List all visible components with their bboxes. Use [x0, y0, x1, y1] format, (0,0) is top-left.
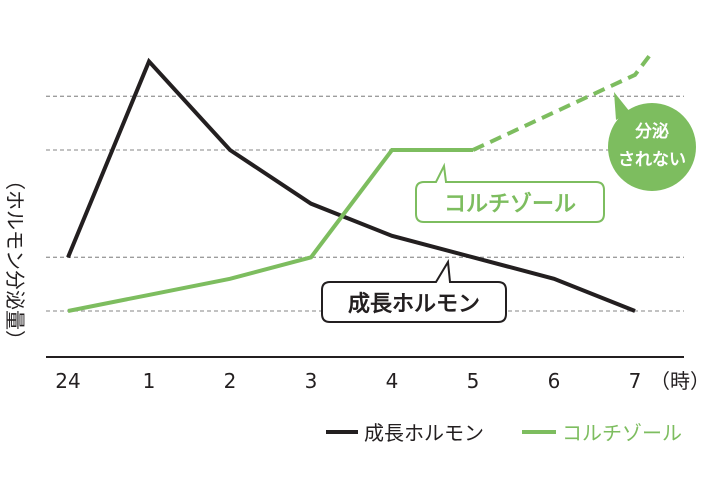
x-tick-label: 24 [55, 369, 80, 393]
x-tick-label: 1 [143, 369, 156, 393]
cortisol-callout-text: コルチゾール [444, 191, 576, 217]
legend-label-growth-hormone: 成長ホルモン [364, 421, 484, 445]
growth-hormone-callout-box [321, 258, 507, 323]
not-secreted-badge-circle [608, 103, 696, 191]
x-tick-label: 6 [548, 369, 561, 393]
not-secreted-badge-line2: されない [618, 150, 686, 170]
x-unit-label: （時） [650, 369, 710, 393]
x-tick-label: 4 [386, 369, 399, 393]
series-line-cortisol [67, 148, 473, 313]
x-tick-label: 3 [305, 369, 318, 393]
growth-hormone-callout: 成長ホルモン [321, 258, 507, 323]
legend: 成長ホルモン コルチゾール [326, 421, 682, 445]
series-line-growth-hormone [66, 57, 636, 313]
x-tick-labels: 24 1 2 3 4 5 6 7 [55, 369, 641, 393]
cortisol-callout: コルチゾール [415, 162, 605, 223]
not-secreted-badge-line1: 分泌 [635, 121, 669, 142]
not-secreted-badge: 分泌 されない [608, 92, 696, 191]
y-axis-label: （ホルモン分泌量） [3, 170, 27, 350]
cortisol-callout-box [415, 162, 605, 223]
legend-label-cortisol: コルチゾール [562, 421, 682, 445]
x-tick-label: 7 [629, 369, 642, 393]
series-line-cortisol-projected [472, 52, 653, 152]
x-tick-label: 5 [467, 369, 480, 393]
series-lines [66, 52, 653, 313]
growth-hormone-callout-text: 成長ホルモン [348, 292, 480, 317]
x-tick-label: 2 [224, 369, 237, 393]
